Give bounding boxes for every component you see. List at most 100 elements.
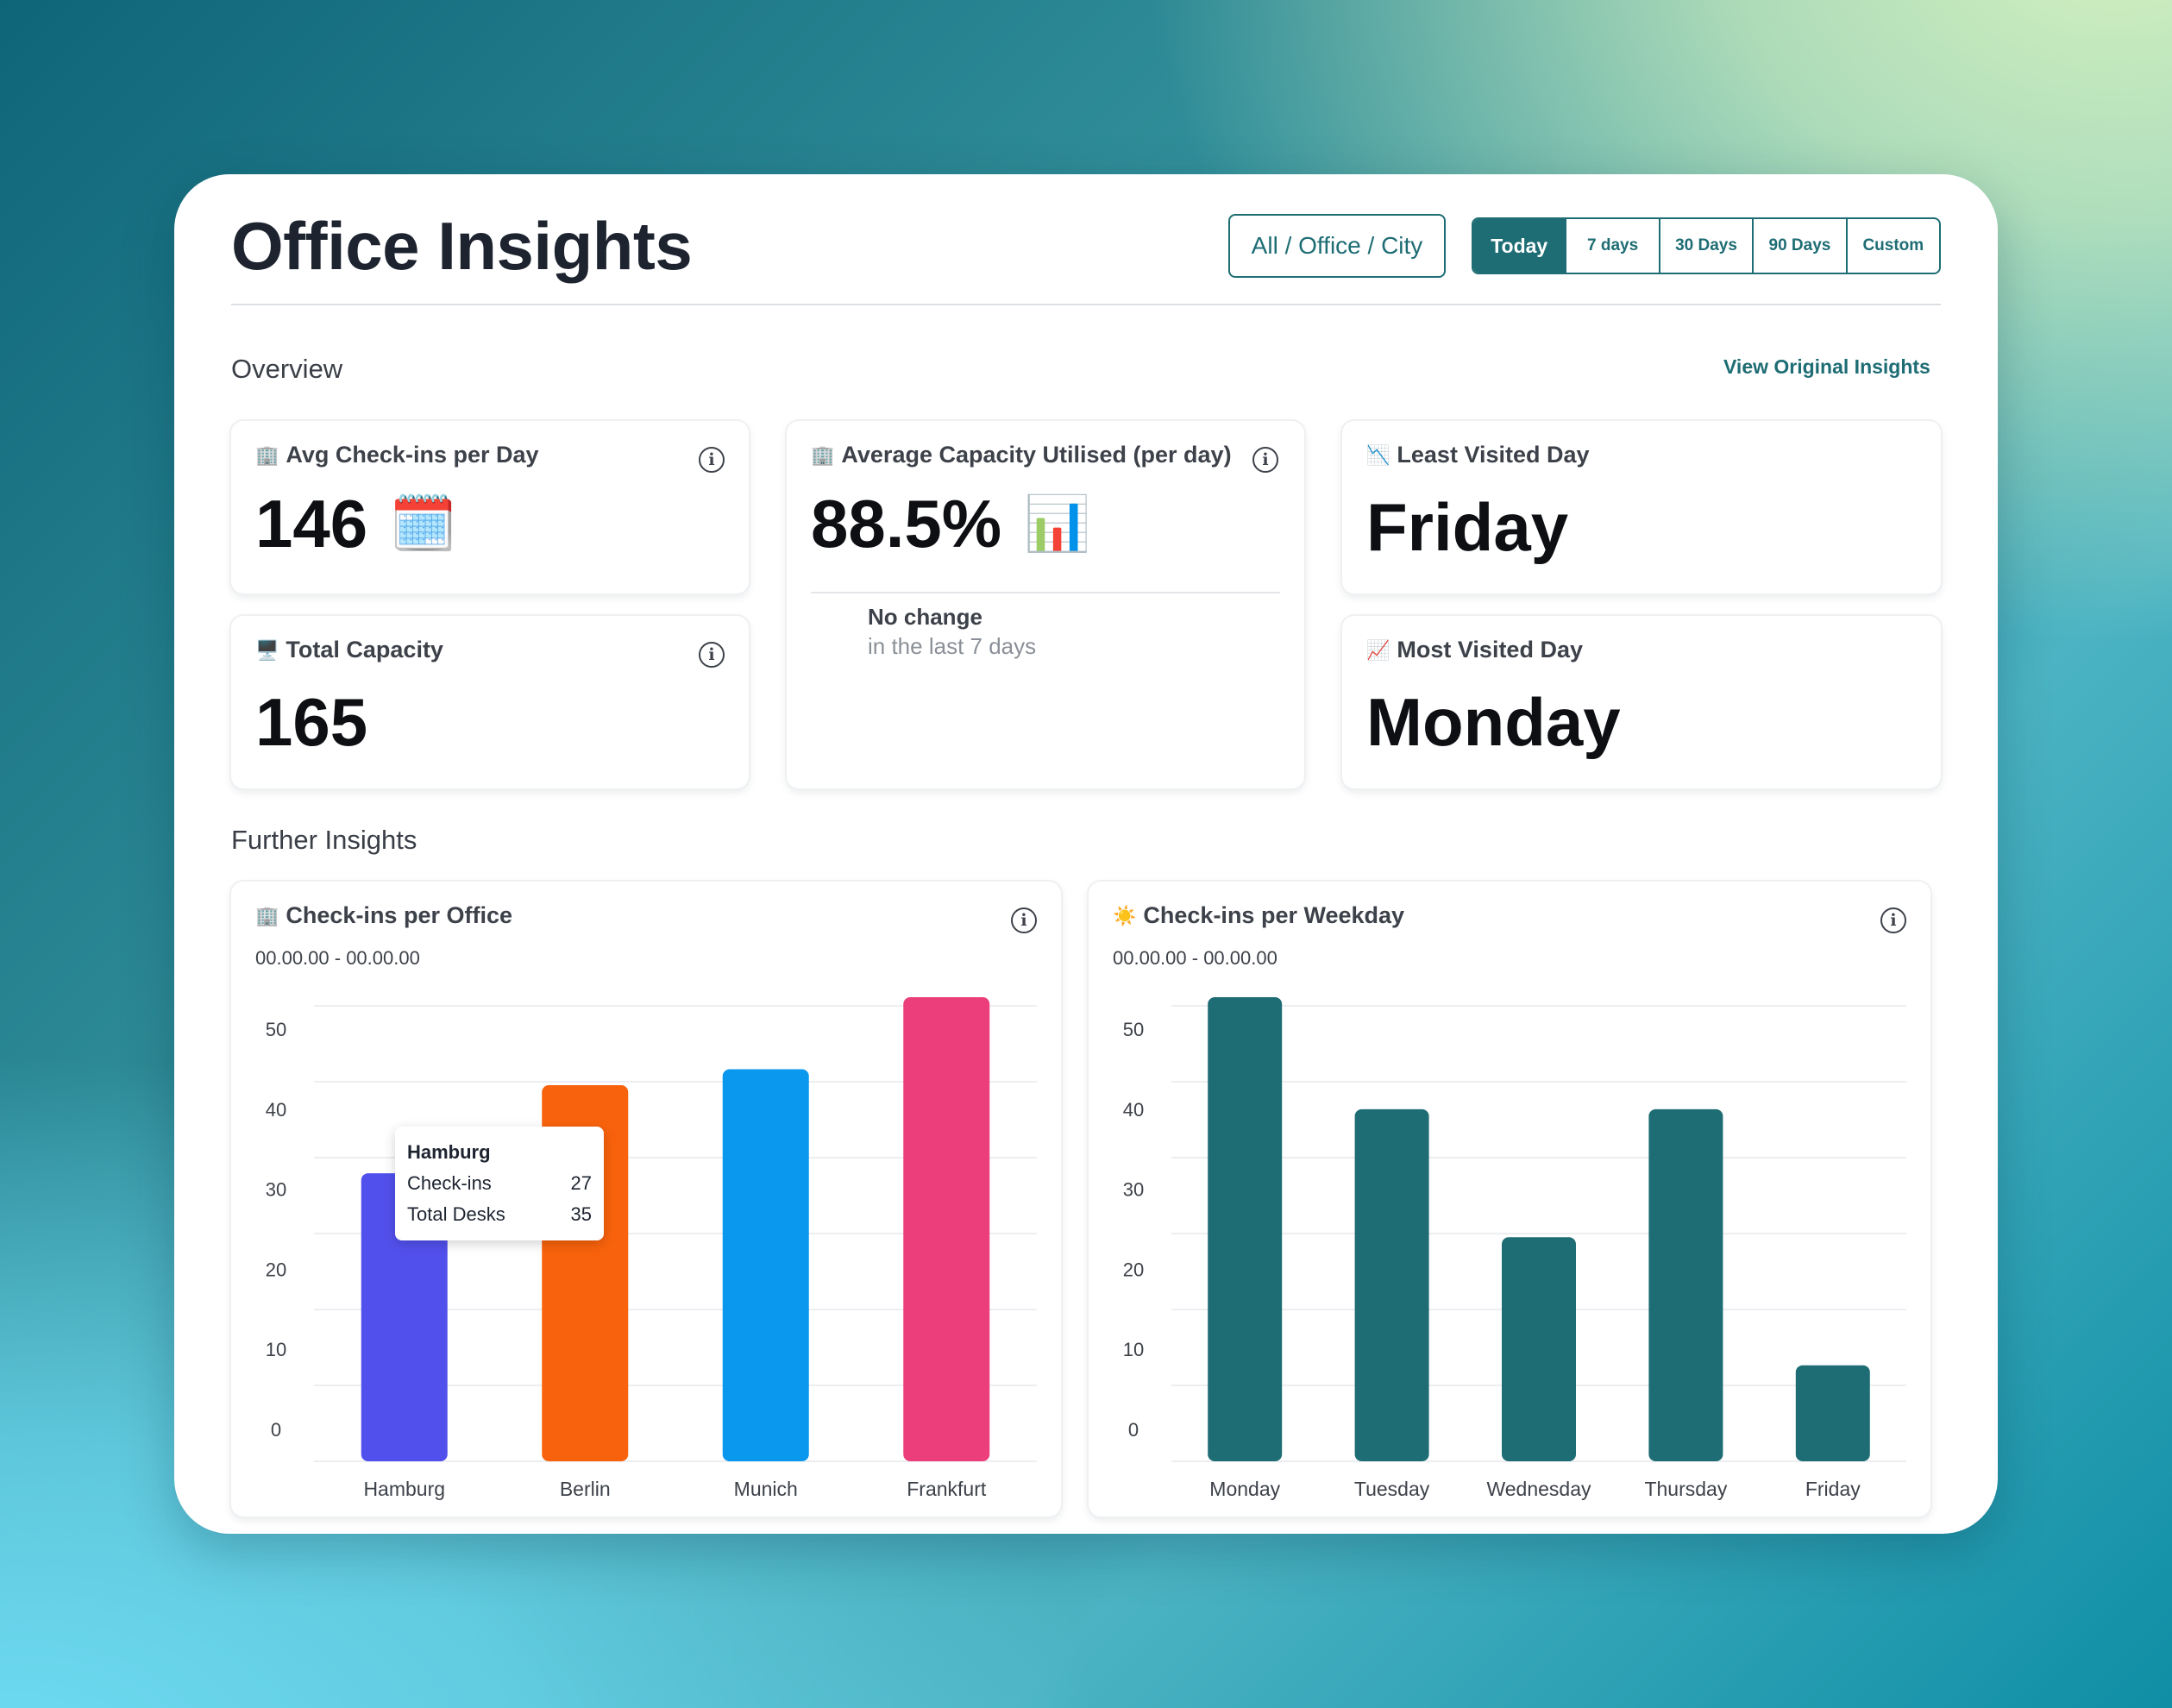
y-tick-label: 20 xyxy=(266,1259,286,1280)
tooltip-row-value: 27 xyxy=(570,1172,592,1194)
avg-checkins-label: 🏢 Avg Check-ins per Day xyxy=(255,442,539,468)
tooltip-row-label: Total Desks xyxy=(407,1203,505,1225)
bar-hamburg[interactable] xyxy=(361,1173,448,1461)
range-custom-button[interactable]: Custom xyxy=(1845,219,1939,273)
y-tick-label: 10 xyxy=(1123,1339,1144,1360)
office-building-icon: 🏢 xyxy=(255,443,279,466)
range-90-days-button[interactable]: 90 Days xyxy=(1752,219,1845,273)
y-tick-label: 40 xyxy=(1123,1099,1144,1121)
chart-date-range: 00.00.00 - 00.00.00 xyxy=(1113,947,1277,969)
avg-checkins-label-text: Avg Check-ins per Day xyxy=(286,442,539,468)
tooltip-row: Total Desks 35 xyxy=(407,1199,592,1230)
total-capacity-label-text: Total Capacity xyxy=(286,637,443,662)
calendar-icon: 🗓️ xyxy=(390,494,457,554)
total-capacity-card: 🖥️ Total Capacity i 165 xyxy=(231,616,749,788)
x-tick-label: Berlin xyxy=(560,1478,611,1500)
header-divider xyxy=(231,304,1941,305)
y-tick-label: 0 xyxy=(271,1419,281,1441)
most-visited-label: 📈 Most Visited Day xyxy=(1366,637,1583,663)
office-building-icon: 🏢 xyxy=(255,904,279,926)
tooltip-title-text: Hamburg xyxy=(407,1141,491,1163)
y-tick-label: 50 xyxy=(266,1019,286,1040)
overview-heading: Overview xyxy=(231,354,343,384)
info-icon[interactable]: i xyxy=(1880,907,1906,933)
page-title: Office Insights xyxy=(231,208,693,284)
most-visited-value: Monday xyxy=(1366,684,1621,760)
location-filter-button[interactable]: All / Office / City xyxy=(1228,214,1446,278)
checkins-per-weekday-card: ☀️ Check-ins per Weekday i 00.00.00 - 00… xyxy=(1089,882,1930,1516)
range-30-days-button[interactable]: 30 Days xyxy=(1658,219,1752,273)
bar-wednesday[interactable] xyxy=(1502,1237,1576,1461)
x-tick-label: Friday xyxy=(1805,1478,1861,1500)
y-tick-label: 30 xyxy=(1123,1179,1144,1201)
y-tick-label: 30 xyxy=(266,1179,286,1201)
view-original-insights-link[interactable]: View Original Insights xyxy=(1723,355,1930,378)
further-insights-heading: Further Insights xyxy=(231,825,417,855)
sun-icon: ☀️ xyxy=(1113,904,1137,926)
range-today-button[interactable]: Today xyxy=(1473,219,1566,273)
x-tick-label: Wednesday xyxy=(1486,1478,1591,1500)
insights-card: Office Insights All / Office / City Toda… xyxy=(174,174,1998,1534)
tooltip-row-label: Check-ins xyxy=(407,1172,492,1194)
least-visited-card: 📉 Least Visited Day Friday xyxy=(1342,421,1941,593)
avg-capacity-label-text: Average Capacity Utilised (per day) xyxy=(841,442,1232,468)
bar-munich[interactable] xyxy=(722,1069,809,1461)
tooltip-title: Hamburg xyxy=(407,1137,592,1168)
weekday-bar-chart: 0 10 20 30 40 50 Monday Tuesday Wednesday Thursda… xyxy=(1123,997,1906,1500)
chart-title: ☀️ Check-ins per Weekday xyxy=(1113,902,1404,929)
total-capacity-label: 🖥️ Total Capacity xyxy=(255,637,443,663)
bar-frankfurt[interactable] xyxy=(903,997,990,1461)
x-tick-label: Tuesday xyxy=(1354,1478,1430,1500)
chart-title: 🏢 Check-ins per Office xyxy=(255,902,512,929)
y-tick-label: 10 xyxy=(266,1339,286,1360)
office-building-icon: 🏢 xyxy=(811,443,835,466)
x-tick-label: Hamburg xyxy=(363,1478,445,1500)
avg-checkins-card: 🏢 Avg Check-ins per Day i 146 🗓️ xyxy=(231,421,749,593)
least-visited-label-text: Least Visited Day xyxy=(1397,442,1590,468)
desktop-computer-icon: 🖥️ xyxy=(255,638,279,661)
bar-thursday[interactable] xyxy=(1648,1108,1723,1461)
chart-title-text: Check-ins per Weekday xyxy=(1143,902,1405,928)
chart-decreasing-icon: 📉 xyxy=(1366,443,1390,466)
bar-monday[interactable] xyxy=(1208,997,1283,1461)
most-visited-card: 📈 Most Visited Day Monday xyxy=(1342,616,1941,788)
tooltip-row: Check-ins 27 xyxy=(407,1168,592,1199)
avg-capacity-card: 🏢 Average Capacity Utilised (per day) i … xyxy=(787,421,1304,788)
least-visited-value: Friday xyxy=(1366,489,1569,565)
change-subtitle: in the last 7 days xyxy=(868,633,1037,659)
x-tick-label: Monday xyxy=(1209,1478,1280,1500)
y-tick-label: 20 xyxy=(1123,1259,1144,1280)
tooltip-row-value: 35 xyxy=(570,1203,592,1225)
office-bar-chart: 0 10 20 30 40 50 Hamburg Berlin Munich Frankfurt xyxy=(266,997,1037,1500)
y-tick-label: 50 xyxy=(1123,1019,1144,1040)
info-icon[interactable]: i xyxy=(1252,447,1278,473)
chart-title-text: Check-ins per Office xyxy=(286,902,512,928)
avg-capacity-label: 🏢 Average Capacity Utilised (per day) xyxy=(811,442,1232,468)
checkins-per-office-card: 🏢 Check-ins per Office i 00.00.00 - 00.0… xyxy=(231,882,1061,1516)
x-tick-label: Munich xyxy=(734,1478,798,1500)
avg-checkins-value-row: 146 🗓️ xyxy=(255,485,456,563)
chart-date-range: 00.00.00 - 00.00.00 xyxy=(255,947,420,969)
chart-increasing-icon: 📈 xyxy=(1366,638,1390,661)
bar-friday[interactable] xyxy=(1795,1365,1870,1461)
chart-tooltip: Hamburg Check-ins 27 Total Desks 35 xyxy=(395,1127,604,1240)
total-capacity-value: 165 xyxy=(255,684,368,760)
x-tick-label: Frankfurt xyxy=(907,1478,987,1500)
avg-checkins-value: 146 xyxy=(255,486,368,562)
y-tick-label: 40 xyxy=(266,1099,286,1121)
bar-tuesday[interactable] xyxy=(1354,1108,1429,1461)
least-visited-label: 📉 Least Visited Day xyxy=(1366,442,1590,468)
avg-capacity-value: 88.5% xyxy=(811,486,1002,562)
most-visited-label-text: Most Visited Day xyxy=(1397,637,1583,662)
bar-chart-icon: 📊 xyxy=(1024,494,1091,554)
change-title: No change xyxy=(868,604,982,630)
capacity-divider xyxy=(811,592,1280,593)
info-icon[interactable]: i xyxy=(699,447,725,473)
range-7-days-button[interactable]: 7 days xyxy=(1565,219,1658,273)
x-tick-label: Thursday xyxy=(1644,1478,1727,1500)
y-tick-label: 0 xyxy=(1128,1419,1139,1441)
info-icon[interactable]: i xyxy=(1011,907,1037,933)
date-range-selector: Today 7 days 30 Days 90 Days Custom xyxy=(1472,217,1941,274)
info-icon[interactable]: i xyxy=(699,642,725,668)
avg-capacity-value-row: 88.5% 📊 xyxy=(811,485,1090,563)
